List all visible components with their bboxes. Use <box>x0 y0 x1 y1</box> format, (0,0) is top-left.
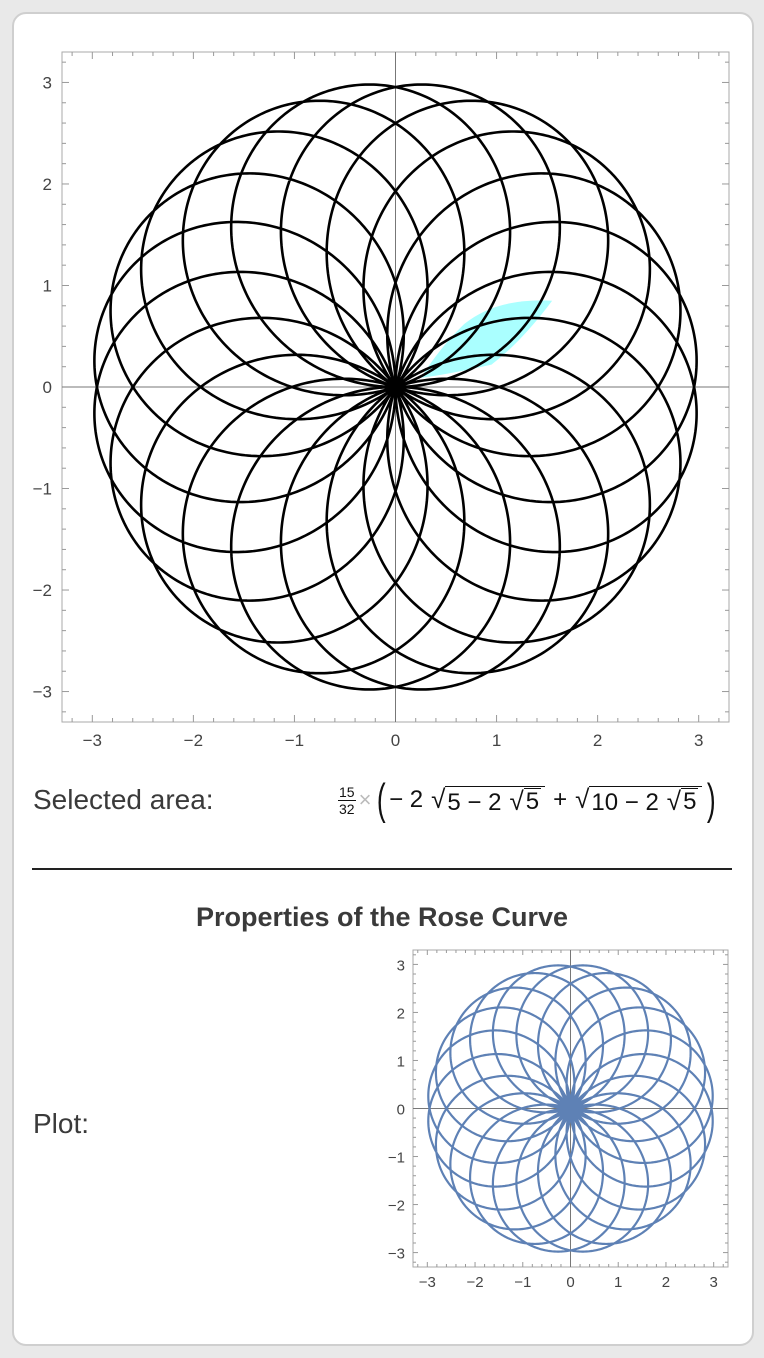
times-sign: × <box>358 787 372 812</box>
coefficient-fraction: 15 32 <box>338 784 356 817</box>
y-tick-label: 1 <box>43 276 52 295</box>
section-divider <box>32 868 732 870</box>
term2-radicand: 10 − 2 <box>591 788 659 816</box>
y-tick-label: −1 <box>388 1150 405 1167</box>
plot-label: Plot: <box>33 1108 90 1139</box>
y-tick-label: −2 <box>388 1198 405 1215</box>
x-tick-label: 0 <box>391 731 400 750</box>
plus-sign: + <box>553 786 568 813</box>
y-tick-label: −1 <box>33 480 52 499</box>
rose-curve-line <box>427 964 714 1253</box>
properties-title: Properties of the Rose Curve <box>195 902 569 932</box>
open-paren: ( <box>377 775 387 824</box>
x-tick-label: −3 <box>419 1274 436 1291</box>
rose-curve-plot-properties: −3 −2 −1 0 1 2 3 −3 −2 −1 0 1 2 3 <box>388 949 729 1291</box>
x-tick-label: −3 <box>83 731 102 750</box>
x-tick-label: 0 <box>566 1274 574 1291</box>
y-tick-label: −3 <box>33 683 52 702</box>
y-tick-label: −3 <box>388 1246 405 1263</box>
fraction-denominator: 32 <box>339 800 355 817</box>
selected-area-formula: 15 32 × ( − 2 √ 5 − 2 √ 5 + √ 10 − 2 √ 5 ) <box>338 775 719 824</box>
rose-curve-plot-main: −3 −2 −1 0 1 2 3 −3 −2 −1 0 1 2 3 <box>33 51 730 750</box>
y-tick-label: 3 <box>43 73 52 92</box>
x-tick-label: 3 <box>710 1274 718 1291</box>
selected-area-label: Selected area: <box>33 784 214 815</box>
term1-sqrt: √ 5 − 2 √ 5 <box>431 785 546 816</box>
term2-inner-radicand: 5 <box>681 787 699 815</box>
term1-coefficient: − 2 <box>389 786 424 813</box>
term1-radicand: 5 − 2 <box>447 788 502 816</box>
x-tick-label: −2 <box>466 1274 483 1291</box>
y-tick-label: −2 <box>33 581 52 600</box>
x-tick-label: 1 <box>492 731 501 750</box>
x-tick-label: −1 <box>285 731 304 750</box>
y-tick-label: 1 <box>397 1053 405 1070</box>
y-tick-label: 0 <box>397 1102 405 1119</box>
rose-curve-line <box>93 83 698 691</box>
close-paren: ) <box>707 775 717 824</box>
x-tick-label: −1 <box>514 1274 531 1291</box>
x-tick-label: 2 <box>593 731 602 750</box>
x-tick-label: −2 <box>184 731 203 750</box>
y-tick-label: 2 <box>397 1005 405 1022</box>
x-tick-label: 1 <box>614 1274 622 1291</box>
x-tick-label: 3 <box>694 731 703 750</box>
term2-sqrt: √ 10 − 2 √ 5 <box>575 785 703 816</box>
y-tick-label: 3 <box>397 957 405 974</box>
term1-inner-radicand: 5 <box>523 787 542 815</box>
fraction-numerator: 15 <box>338 783 356 801</box>
x-tick-label: 2 <box>662 1274 670 1291</box>
y-tick-label: 0 <box>43 378 52 397</box>
y-tick-label: 2 <box>43 175 52 194</box>
